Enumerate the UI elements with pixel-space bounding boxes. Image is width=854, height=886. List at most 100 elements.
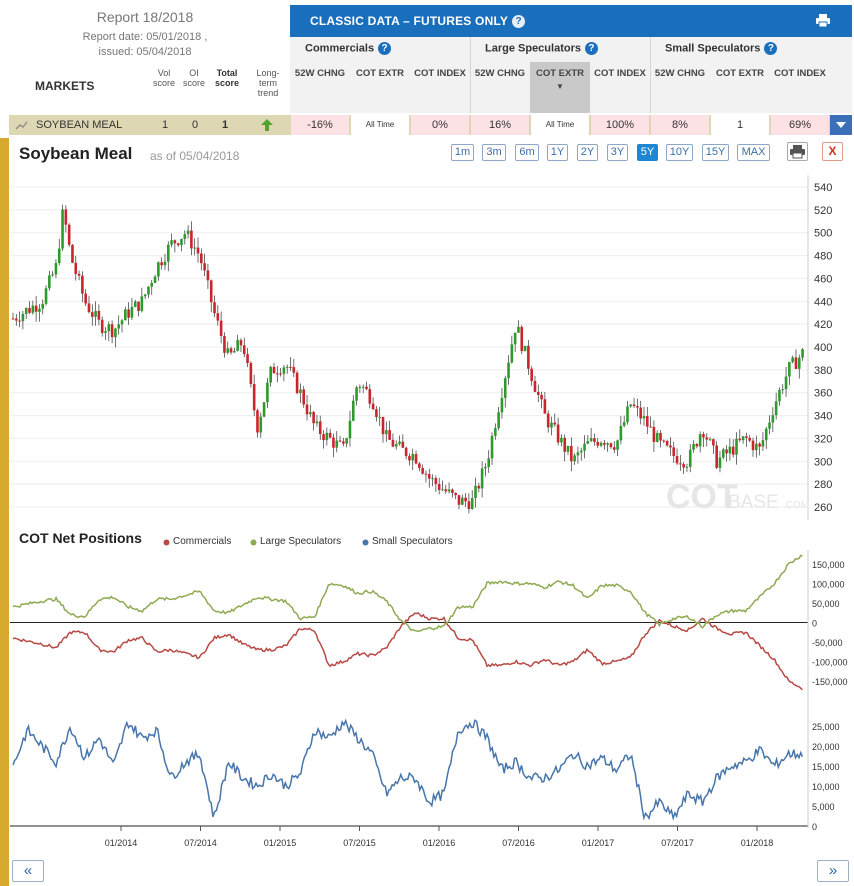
candle <box>451 489 454 493</box>
prev-market-button[interactable]: « <box>12 860 44 882</box>
candle <box>745 436 748 438</box>
help-icon[interactable]: ? <box>764 42 778 55</box>
range-1y-button[interactable]: 1Y <box>547 144 568 161</box>
candle <box>147 286 150 295</box>
range-3m-button[interactable]: 3m <box>482 144 506 161</box>
candle <box>229 348 233 353</box>
candle <box>761 440 765 447</box>
group-small-speculators: Small Speculators <box>665 42 761 55</box>
help-icon[interactable]: ? <box>378 42 392 55</box>
candle <box>705 437 709 440</box>
cot-tick-label: -50,000 <box>812 638 843 648</box>
candle <box>698 434 702 447</box>
candle <box>335 440 339 448</box>
legend-commercials[interactable]: Commercials <box>173 536 232 547</box>
range-3y-button[interactable]: 3Y <box>607 144 628 161</box>
candle <box>338 440 342 442</box>
candle <box>570 445 573 462</box>
candle <box>275 373 279 375</box>
expand-row-button[interactable] <box>830 115 852 135</box>
candle <box>764 428 768 441</box>
candle <box>454 492 457 496</box>
range-10y-button[interactable]: 10Y <box>666 144 693 161</box>
candle <box>725 449 728 454</box>
legend-small-specs[interactable]: Small Speculators <box>372 536 453 547</box>
col-sm-52w[interactable]: 52W CHNG <box>654 68 706 79</box>
candle <box>550 422 553 428</box>
range-2y-button[interactable]: 2Y <box>577 144 598 161</box>
candle <box>411 454 415 461</box>
legend-large-specs[interactable]: Large Speculators <box>260 536 342 547</box>
col-com-index[interactable]: COT INDEX <box>414 68 466 79</box>
small-spec-tick-label: 10,000 <box>812 782 840 792</box>
candle <box>735 438 738 455</box>
help-icon[interactable]: ? <box>512 15 526 29</box>
cot-tick-label: 50,000 <box>812 599 840 609</box>
candle <box>695 444 699 447</box>
candle <box>74 262 78 274</box>
candle <box>279 373 282 375</box>
candle <box>639 407 642 419</box>
candle <box>669 445 672 448</box>
x-tick-label: 07/2015 <box>343 838 376 848</box>
range-6m-button[interactable]: 6m <box>515 144 539 161</box>
range-max-button[interactable]: MAX <box>737 144 770 161</box>
col-com-52w[interactable]: 52W CHNG <box>294 68 346 79</box>
classic-data-bar: CLASSIC DATA – FUTURES ONLY? <box>290 5 852 37</box>
small-spec-tick-label: 5,000 <box>812 802 835 812</box>
candle <box>200 253 203 264</box>
x-tick-label: 07/2014 <box>184 838 217 848</box>
cot-tick-label: -100,000 <box>812 658 848 668</box>
print-icon[interactable] <box>816 14 830 27</box>
price-tick-label: 300 <box>814 456 832 468</box>
close-chart-button[interactable]: X <box>822 142 843 161</box>
candle <box>256 410 259 433</box>
candle <box>576 452 580 456</box>
candle <box>797 357 801 369</box>
candle <box>64 209 68 225</box>
range-15y-button[interactable]: 15Y <box>702 144 729 161</box>
candle <box>464 497 467 502</box>
candle <box>143 294 147 297</box>
col-lg-52w[interactable]: 52W CHNG <box>474 68 526 79</box>
candle <box>431 478 434 480</box>
candle <box>682 464 685 468</box>
oi-score-header: OI score <box>182 68 205 88</box>
candle <box>500 397 504 413</box>
col-com-extr[interactable]: COT EXTR <box>355 68 405 79</box>
col-sm-extr[interactable]: COT EXTR <box>715 68 765 79</box>
small-spec-tick-label: 20,000 <box>812 742 840 752</box>
as-of-date: as of 05/04/2018 <box>150 149 240 163</box>
candle <box>662 440 666 442</box>
candle <box>285 366 289 368</box>
candle <box>655 432 659 442</box>
report-issued: issued: 05/04/2018 <box>98 46 192 58</box>
candle <box>31 305 35 313</box>
col-lg-index[interactable]: COT INDEX <box>594 68 646 79</box>
cot-net-positions-chart: -150,000 -100,000 -50,000 0 50,000 100,000 150… <box>10 550 848 848</box>
help-icon[interactable]: ? <box>584 42 598 55</box>
cot-tick-label: 100,000 <box>812 580 845 590</box>
small-spec-tick-label: 25,000 <box>812 722 840 732</box>
print-chart-button[interactable] <box>787 142 808 161</box>
range-5y-button[interactable]: 5Y <box>637 144 658 161</box>
candle <box>712 439 715 446</box>
chevron-down-icon <box>836 122 846 128</box>
candle <box>361 386 365 388</box>
x-tick-label: 01/2016 <box>423 838 456 848</box>
price-tick-label: 280 <box>814 479 832 491</box>
market-name[interactable]: SOYBEAN MEAL <box>36 119 123 131</box>
col-lg-extr-selected[interactable]: COT EXTR ▼ <box>530 62 590 113</box>
candle <box>408 456 411 461</box>
range-1m-button[interactable]: 1m <box>451 144 474 161</box>
vol-score: 1 <box>161 119 169 131</box>
candle <box>755 443 758 451</box>
candle <box>540 394 543 400</box>
candle <box>679 463 682 465</box>
candle <box>150 282 154 287</box>
candle <box>768 422 771 429</box>
next-market-button[interactable]: » <box>817 860 849 882</box>
candle <box>246 354 249 364</box>
col-sm-index[interactable]: COT INDEX <box>774 68 826 79</box>
sm-52w-chng: 8% <box>651 115 709 135</box>
